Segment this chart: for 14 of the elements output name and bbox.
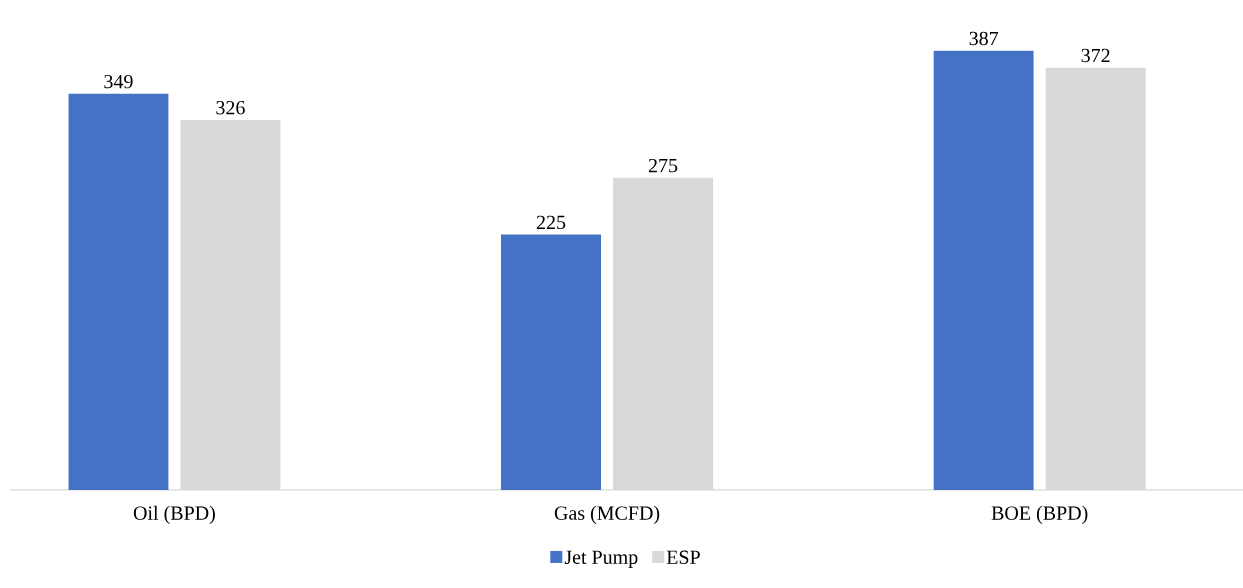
x-tick-label: BOE (BPD) <box>991 505 1088 524</box>
data-label: 225 <box>536 215 566 230</box>
bar <box>501 234 602 490</box>
legend-label: ESP <box>666 550 700 565</box>
data-label: 275 <box>648 158 678 173</box>
x-tick-label: Oil (BPD) <box>133 505 215 524</box>
data-label: 349 <box>104 74 133 89</box>
data-label: 326 <box>216 101 245 115</box>
data-label: 372 <box>1081 48 1110 63</box>
data-label: 387 <box>969 31 999 46</box>
legend-label: Jet Pump <box>564 550 638 568</box>
x-tick-label: Gas (MCFD) <box>554 505 660 524</box>
bar <box>933 50 1034 490</box>
bar <box>68 93 169 490</box>
